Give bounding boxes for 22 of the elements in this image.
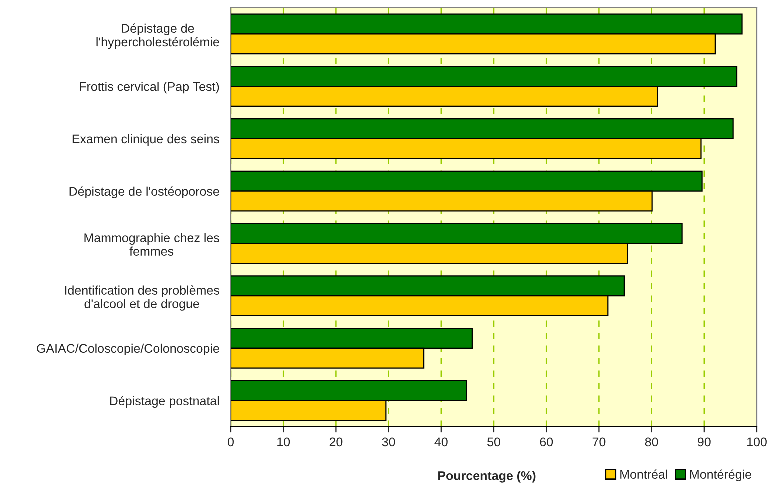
y-tick-label: GAIAC/Coloscopie/Colonoscopie (37, 344, 220, 356)
y-tick-label: Dépistage de l'hypercholestérolémie (96, 24, 220, 50)
x-tick-label: 70 (592, 438, 606, 447)
y-tick-label: Frottis cervical (Pap Test) (80, 82, 220, 94)
y-tick-label: Dépistage de l'ostéoporose (70, 186, 220, 199)
x-tick-label: 30 (382, 438, 396, 447)
legend-label: Montréal (620, 470, 668, 480)
x-tick-label: 40 (434, 438, 448, 447)
x-tick-label: 20 (330, 438, 343, 447)
x-tick-label: 90 (698, 438, 711, 447)
x-tick-label: 100 (748, 438, 767, 447)
legend-label: Montérégie (690, 470, 752, 482)
y-tick-label: Dépistage postnatal (110, 396, 220, 408)
y-tick-label: Identification des problèmes d'alcool et de drogue (65, 286, 220, 311)
x-tick-label: 10 (278, 438, 290, 447)
x-tick-label: 0 (228, 438, 234, 447)
y-tick-label: Examen clinique des seins (72, 134, 220, 146)
y-tick-label: Mammographie chez les femmes (84, 233, 220, 256)
x-tick-label: 50 (488, 438, 500, 447)
x-tick-label: 80 (645, 438, 658, 447)
x-axis-title: Pourcentage (%) (438, 471, 536, 483)
x-tick-label: 60 (540, 438, 554, 447)
